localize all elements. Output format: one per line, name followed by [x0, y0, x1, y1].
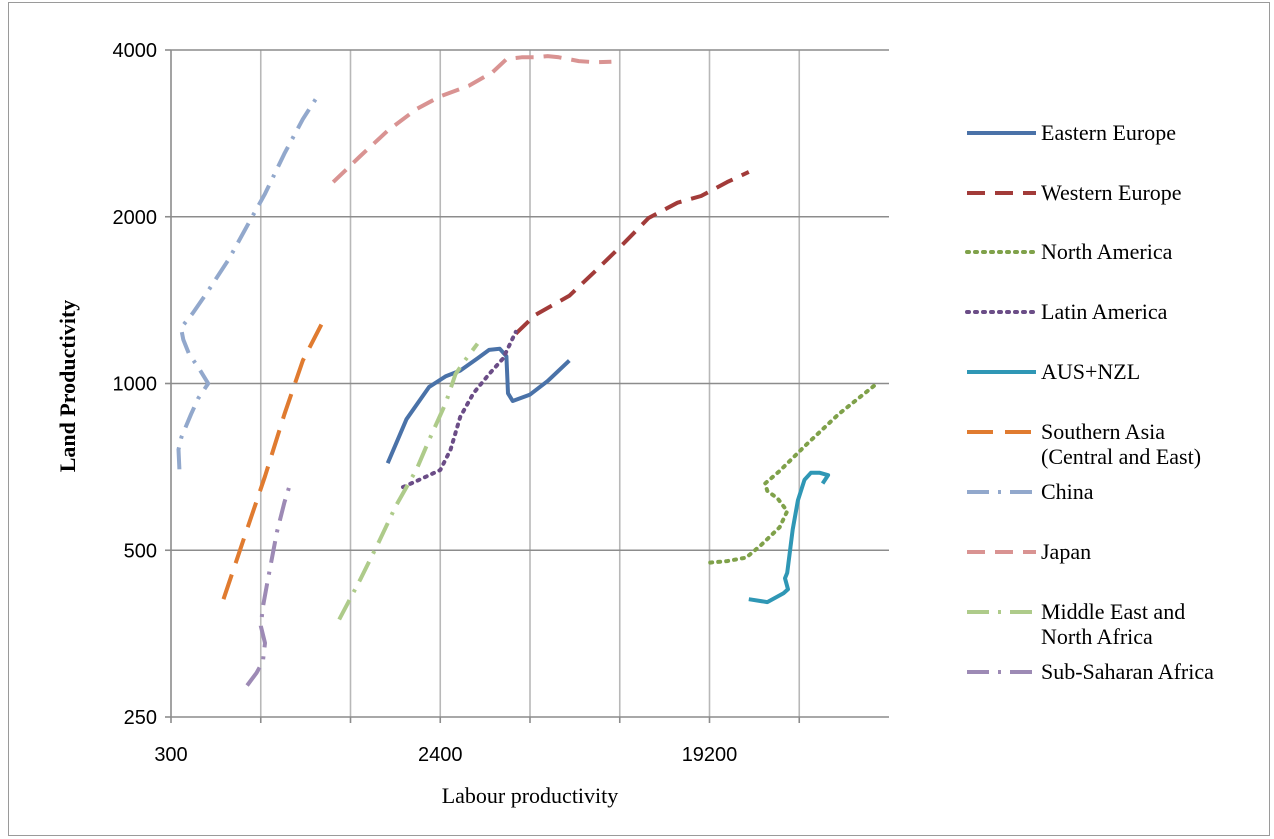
legend: Eastern Europe Western Europe North Americ…	[965, 120, 1214, 684]
legend-label-eastern-europe: Eastern Europe	[1041, 120, 1176, 145]
y-tick-label: 1000	[113, 374, 158, 396]
tick-labels: 250 500 1000 2000 4000 300 2400 19200	[113, 40, 738, 766]
y-tick-label: 2000	[113, 207, 158, 229]
series-line-southern-asia-central-and-east	[221, 323, 324, 600]
series-line-japan	[331, 54, 612, 184]
x-tick-label: 19200	[682, 744, 738, 766]
y-axis-title: Land Productivity	[55, 300, 80, 473]
x-tick-label: 2400	[418, 744, 463, 766]
series-line-aus-nzl	[748, 470, 831, 605]
series-line-north-america	[708, 381, 879, 565]
data-series	[176, 54, 879, 687]
chart: 250 500 1000 2000 4000 300 2400 19200 Labour pr…	[55, 40, 1214, 808]
series-line-latin-america	[401, 329, 518, 490]
legend-label-sub-saharan-africa: Sub-Saharan Africa	[1041, 659, 1214, 684]
y-tick-label: 500	[124, 540, 157, 562]
legend-label-japan: Japan	[1041, 539, 1091, 564]
gridlines	[171, 49, 889, 717]
legend-label-middle-east-and-north-africa: Middle East and North Africa	[1041, 599, 1185, 649]
series-line-western-europe	[514, 170, 750, 336]
legend-label-china: China	[1041, 479, 1094, 504]
legend-label-aus-nzl: AUS+NZL	[1041, 359, 1140, 384]
chart-frame: 250 500 1000 2000 4000 300 2400 19200 Labour pr…	[8, 2, 1270, 836]
x-tick-label: 300	[154, 744, 187, 766]
x-axis-title: Labour productivity	[442, 783, 619, 808]
legend-label-north-america: North America	[1041, 239, 1173, 264]
series-line-middle-east-and-north-africa	[337, 342, 480, 621]
series-line-eastern-europe	[385, 346, 571, 464]
legend-label-latin-america: Latin America	[1041, 299, 1168, 324]
y-tick-label: 4000	[113, 40, 158, 62]
axes	[165, 49, 889, 723]
y-tick-label: 250	[124, 707, 157, 729]
legend-label-western-europe: Western Europe	[1041, 180, 1182, 205]
series-line-china	[176, 95, 320, 470]
legend-label-southern-asia-central-and-east: Southern Asia (Central and East)	[1041, 419, 1201, 469]
